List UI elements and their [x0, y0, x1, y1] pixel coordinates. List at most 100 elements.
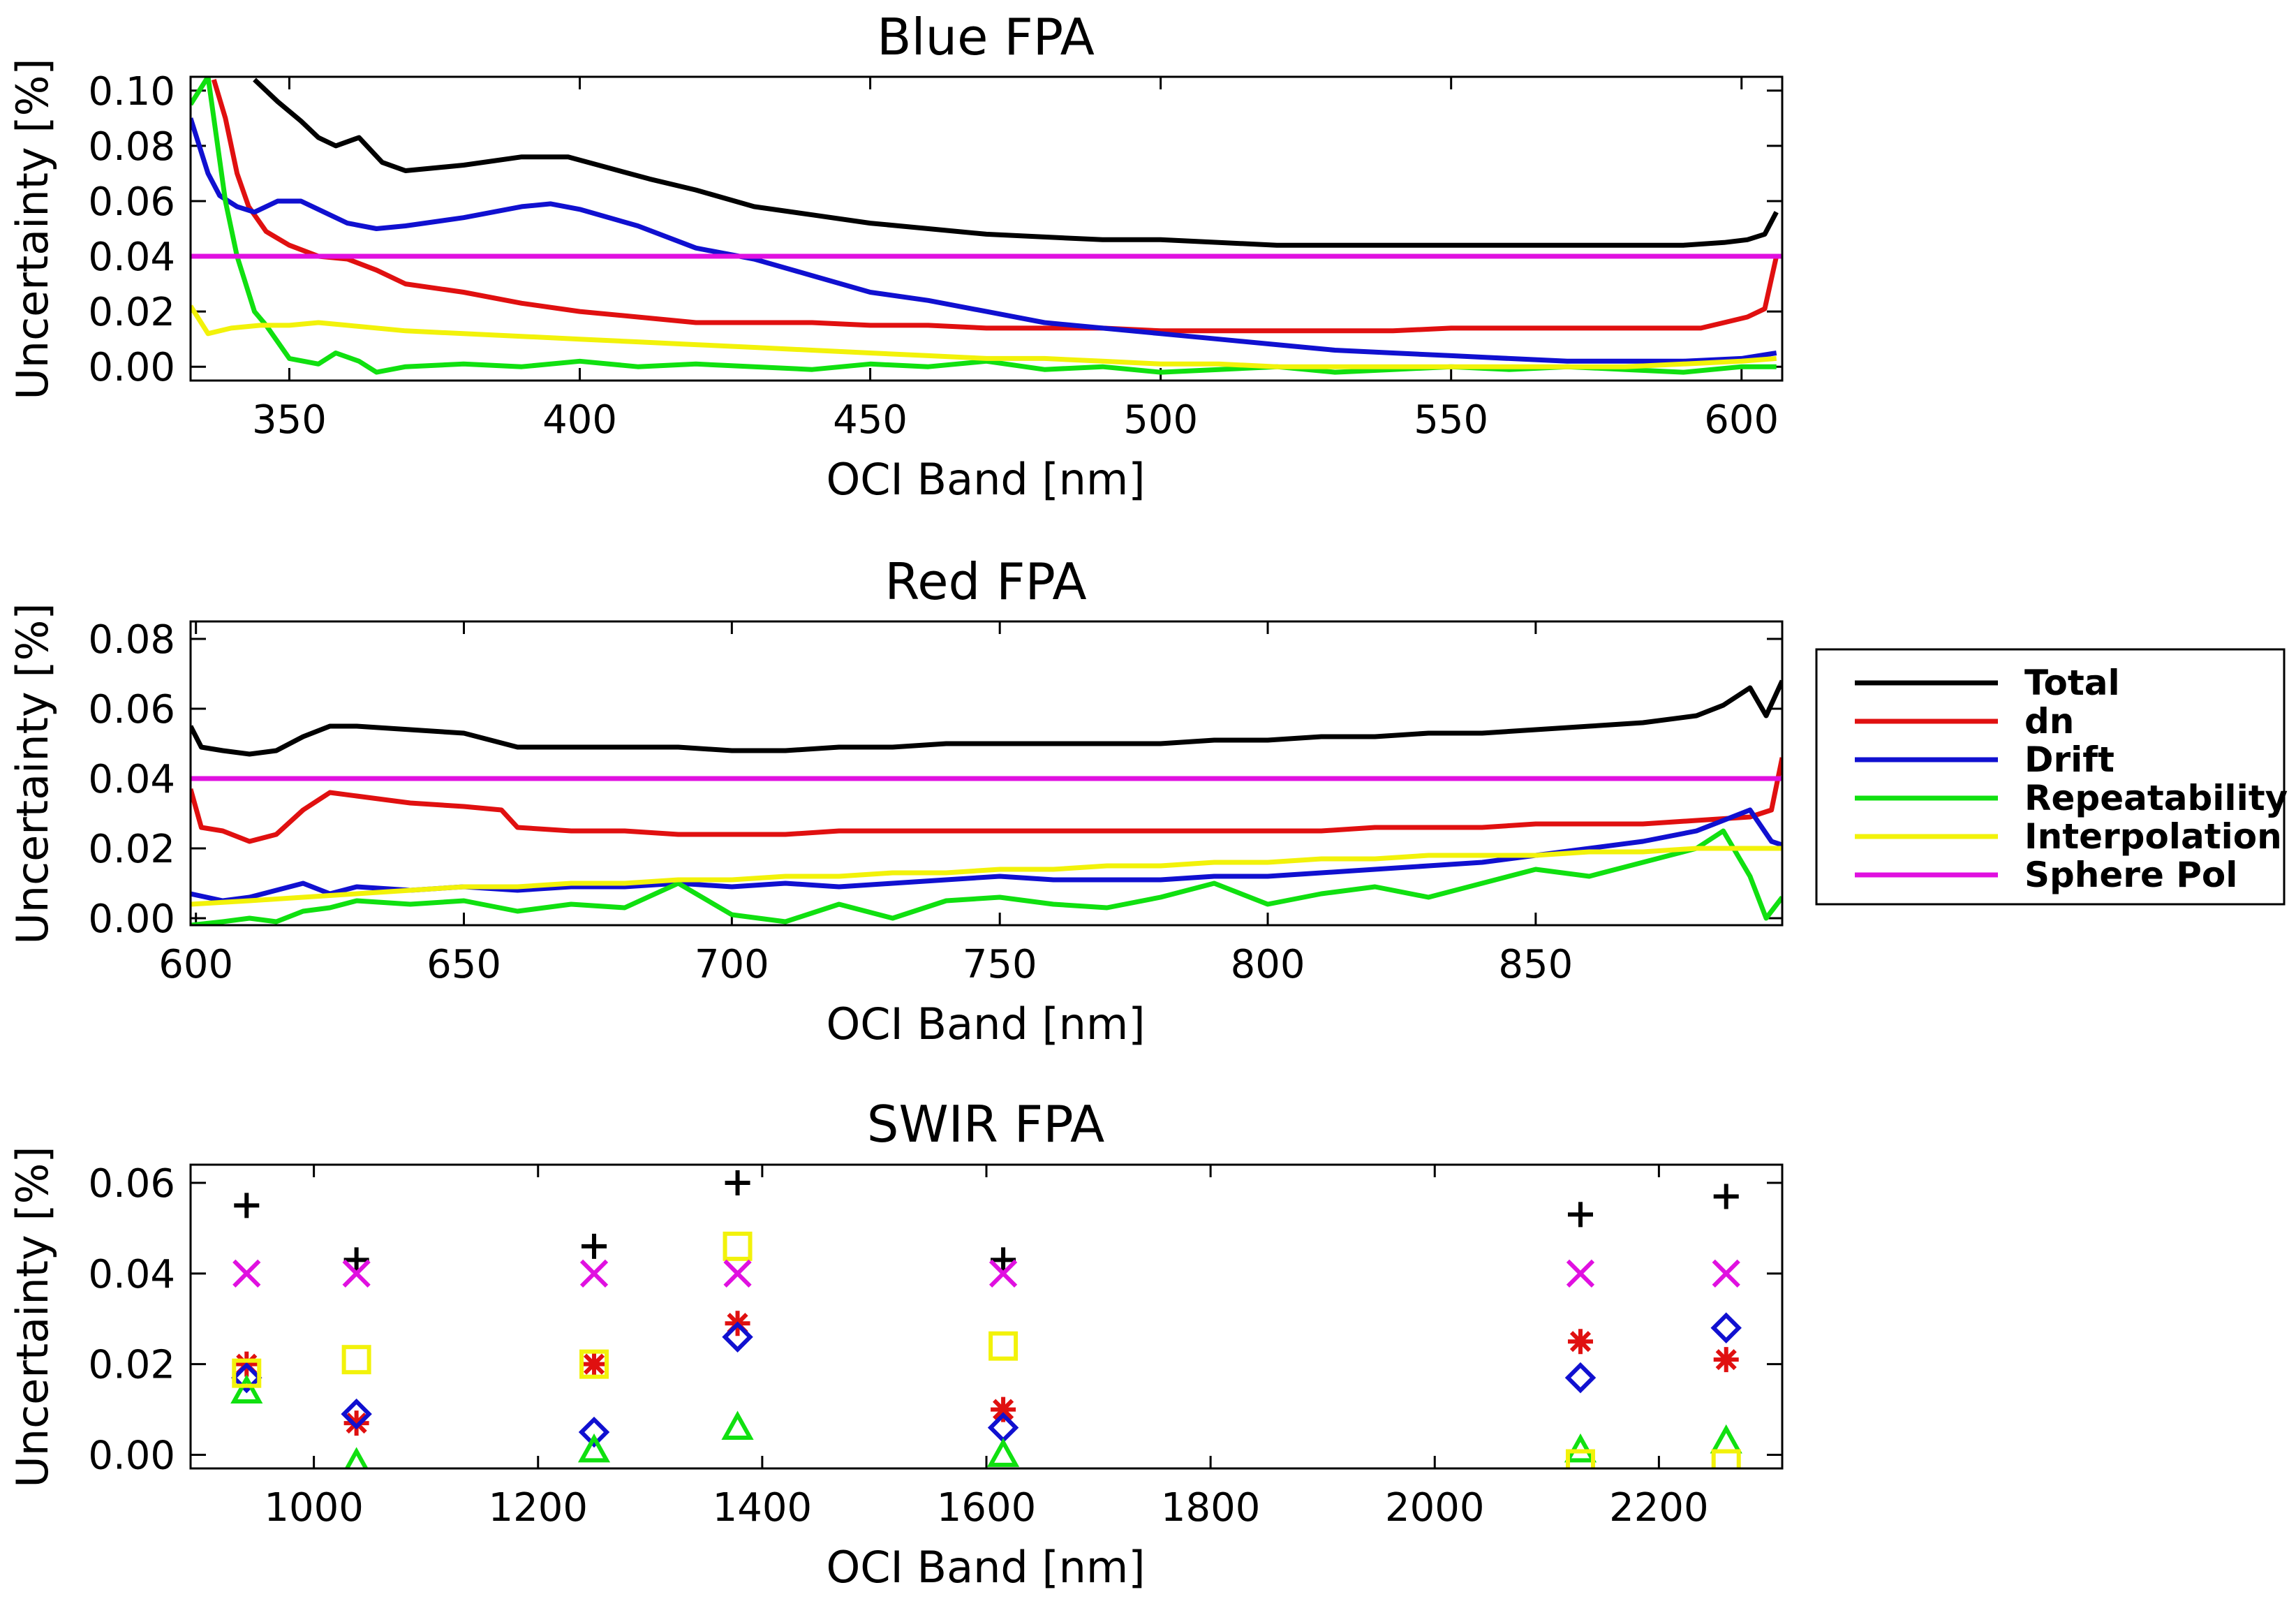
- blue-fpa-ytick-label: 0.08: [88, 124, 175, 170]
- swir-fpa-point-repeatability: [344, 1447, 369, 1468]
- blue-fpa-xtick-label: 400: [542, 397, 617, 443]
- red-fpa-xtick-label: 700: [695, 942, 769, 987]
- swir-fpa-point-sphere-pol: [342, 1259, 371, 1288]
- blue-fpa-series-drift: [191, 117, 1777, 364]
- blue-fpa-ytick-label: 0.06: [88, 179, 175, 225]
- swir-fpa-point-repeatability: [721, 1410, 754, 1440]
- swir-fpa-point-drift: [722, 1321, 753, 1353]
- swir-fpa-point-interpolation: [579, 1349, 609, 1379]
- swir-fpa-point-total: [234, 1193, 260, 1218]
- blue-fpa-ytick-label: 0.04: [88, 235, 175, 280]
- swir-fpa-point-interpolation: [988, 1331, 1019, 1361]
- legend-box: [1815, 648, 2286, 906]
- swir-fpa-xtick-label: 1600: [937, 1485, 1037, 1531]
- blue-fpa-title: Blue FPA: [877, 8, 1095, 66]
- swir-fpa-xlabel: OCI Band [nm]: [826, 1542, 1145, 1593]
- red-fpa-xtick-label: 800: [1231, 942, 1305, 987]
- swir-fpa-xtick-label: 2200: [1609, 1485, 1709, 1531]
- red-fpa-ytick-label: 0.04: [88, 757, 175, 802]
- swir-fpa-point-total: [343, 1247, 369, 1273]
- swir-fpa-ytick-label: 0.02: [88, 1343, 175, 1388]
- swir-fpa-point-repeatability: [1564, 1433, 1597, 1463]
- swir-fpa-point-drift: [231, 1362, 262, 1394]
- swir-fpa-point-interpolation: [1565, 1449, 1595, 1468]
- swir-fpa-title: SWIR FPA: [867, 1095, 1105, 1154]
- swir-fpa-point-repeatability: [230, 1374, 263, 1404]
- swir-fpa-point-drift: [578, 1416, 610, 1448]
- legend-label-sphere-pol: Sphere Pol: [2024, 855, 2237, 895]
- blue-fpa-panel: Blue FPA 350 400 450 500 550 600 0.00 0.02 0.04 0…: [7, 8, 1784, 505]
- blue-fpa-plot-area: [189, 75, 1784, 382]
- blue-fpa-xtick-label: 500: [1123, 397, 1198, 443]
- swir-fpa-xtick-label: 2000: [1385, 1485, 1485, 1531]
- red-fpa-series-interpolation: [191, 846, 1782, 907]
- legend-label-drift: Drift: [2024, 739, 2114, 780]
- legend-label-total: Total: [2024, 663, 2120, 703]
- red-fpa-series-total: [191, 679, 1782, 757]
- red-fpa-ytick-label: 0.06: [88, 687, 175, 732]
- swir-fpa-ytick-label: 0.00: [88, 1434, 175, 1479]
- swir-fpa-point-dn: [582, 1351, 607, 1377]
- swir-fpa-point-repeatability: [1710, 1424, 1742, 1454]
- swir-fpa-plot-area: [189, 1163, 1784, 1470]
- swir-fpa-point-sphere-pol: [988, 1259, 1018, 1288]
- blue-fpa-ytick-label: 0.00: [88, 345, 175, 390]
- red-fpa-ytick-label: 0.08: [88, 617, 175, 663]
- legend-label-interpolation: Interpolation: [2024, 816, 2282, 857]
- blue-fpa-xtick-label: 550: [1414, 397, 1488, 443]
- swir-fpa-point-repeatability: [577, 1433, 611, 1463]
- blue-fpa-xtick-label: 600: [1704, 397, 1779, 443]
- swir-fpa-point-interpolation: [1711, 1449, 1741, 1468]
- red-fpa-xtick-label: 600: [158, 942, 233, 987]
- swir-fpa-point-interpolation: [723, 1231, 753, 1261]
- swir-fpa-point-repeatability: [986, 1438, 1020, 1467]
- red-fpa-plot-area: [189, 620, 1784, 927]
- red-fpa-xtick-label: 850: [1498, 942, 1573, 987]
- swir-fpa-point-drift: [341, 1398, 372, 1430]
- swir-fpa-point-total: [725, 1170, 750, 1195]
- blue-fpa-series-interpolation: [191, 304, 1777, 369]
- swir-fpa-xtick-label: 1000: [264, 1485, 364, 1531]
- blue-fpa-ylabel: Uncertainty [%]: [7, 58, 58, 399]
- swir-fpa-panel: SWIR FPA 1000 1200 1400 1600 1800 2000 2200 0.0…: [7, 1095, 1784, 1593]
- legend-label-dn: dn: [2024, 701, 2074, 742]
- swir-fpa-point-interpolation: [341, 1345, 371, 1375]
- swir-fpa-point-total: [582, 1233, 607, 1259]
- swir-fpa-point-sphere-pol: [723, 1259, 752, 1288]
- blue-fpa-ytick-label: 0.10: [88, 69, 175, 115]
- blue-fpa-xtick-label: 350: [252, 397, 327, 443]
- swir-fpa-point-interpolation: [232, 1358, 262, 1388]
- red-fpa-ylabel: Uncertainty [%]: [7, 603, 58, 944]
- swir-fpa-point-total: [1713, 1184, 1739, 1209]
- swir-fpa-point-total: [991, 1247, 1016, 1273]
- swir-fpa-point-dn: [343, 1410, 369, 1436]
- red-fpa-xtick-label: 750: [963, 942, 1037, 987]
- swir-fpa-xtick-label: 1200: [488, 1485, 588, 1531]
- red-fpa-ytick-label: 0.02: [88, 827, 175, 872]
- swir-fpa-point-sphere-pol: [1566, 1259, 1595, 1288]
- red-fpa-ytick-label: 0.00: [88, 897, 175, 942]
- swir-fpa-point-sphere-pol: [579, 1259, 609, 1288]
- blue-fpa-series-dn: [211, 78, 1779, 334]
- swir-fpa-point-dn: [1713, 1347, 1739, 1373]
- swir-fpa-point-sphere-pol: [232, 1259, 261, 1288]
- swir-fpa-point-dn: [991, 1397, 1016, 1422]
- swir-fpa-point-sphere-pol: [1712, 1259, 1740, 1288]
- red-fpa-xlabel: OCI Band [nm]: [826, 999, 1145, 1049]
- swir-fpa-point-dn: [1567, 1329, 1593, 1355]
- red-fpa-series-dn: [191, 757, 1782, 844]
- swir-fpa-ylabel: Uncertainty [%]: [7, 1146, 58, 1487]
- red-fpa-title: Red FPA: [884, 552, 1086, 611]
- blue-fpa-ytick-label: 0.02: [88, 290, 175, 335]
- red-fpa-panel: Red FPA 600 650 700 750 800 850 0.00 0.02 0.04 0.…: [7, 552, 1784, 1049]
- blue-fpa-xlabel: OCI Band [nm]: [826, 454, 1145, 505]
- swir-fpa-ytick-label: 0.04: [88, 1252, 175, 1297]
- red-fpa-xtick-label: 650: [427, 942, 501, 987]
- swir-fpa-ytick-label: 0.06: [88, 1161, 175, 1207]
- swir-fpa-point-total: [1567, 1202, 1593, 1228]
- blue-fpa-series-total: [253, 78, 1779, 248]
- red-fpa-series-repeatability: [191, 828, 1782, 925]
- swir-fpa-point-drift: [1564, 1362, 1597, 1394]
- legend: TotaldnDriftRepeatabilityInterpolationSp…: [1815, 648, 2288, 906]
